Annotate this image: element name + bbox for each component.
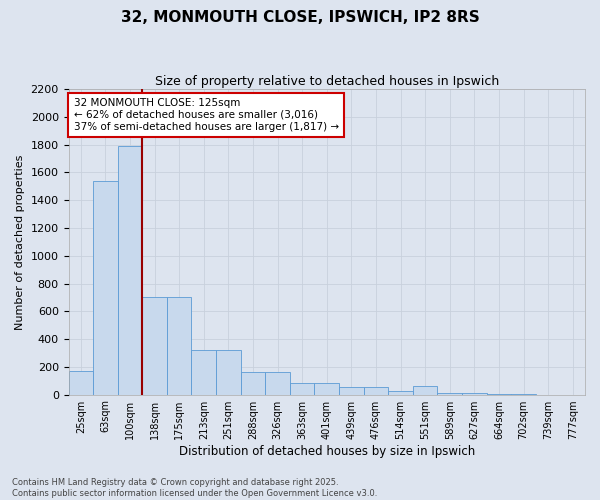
X-axis label: Distribution of detached houses by size in Ipswich: Distribution of detached houses by size … <box>179 444 475 458</box>
Bar <box>142 298 167 394</box>
Bar <box>93 181 118 394</box>
Bar <box>290 384 314 394</box>
Bar <box>68 371 93 394</box>
Bar <box>167 298 191 394</box>
Bar <box>241 372 265 394</box>
Text: 32, MONMOUTH CLOSE, IPSWICH, IP2 8RS: 32, MONMOUTH CLOSE, IPSWICH, IP2 8RS <box>121 10 479 25</box>
Bar <box>364 387 388 394</box>
Bar <box>462 393 487 394</box>
Bar <box>265 372 290 394</box>
Bar <box>314 384 339 394</box>
Text: Contains HM Land Registry data © Crown copyright and database right 2025.
Contai: Contains HM Land Registry data © Crown c… <box>12 478 377 498</box>
Bar <box>118 146 142 394</box>
Bar <box>413 386 437 394</box>
Y-axis label: Number of detached properties: Number of detached properties <box>15 154 25 330</box>
Bar <box>216 350 241 395</box>
Bar <box>191 350 216 395</box>
Bar <box>388 391 413 394</box>
Title: Size of property relative to detached houses in Ipswich: Size of property relative to detached ho… <box>155 75 499 88</box>
Bar <box>437 393 462 394</box>
Bar <box>339 387 364 394</box>
Text: 32 MONMOUTH CLOSE: 125sqm
← 62% of detached houses are smaller (3,016)
37% of se: 32 MONMOUTH CLOSE: 125sqm ← 62% of detac… <box>74 98 339 132</box>
